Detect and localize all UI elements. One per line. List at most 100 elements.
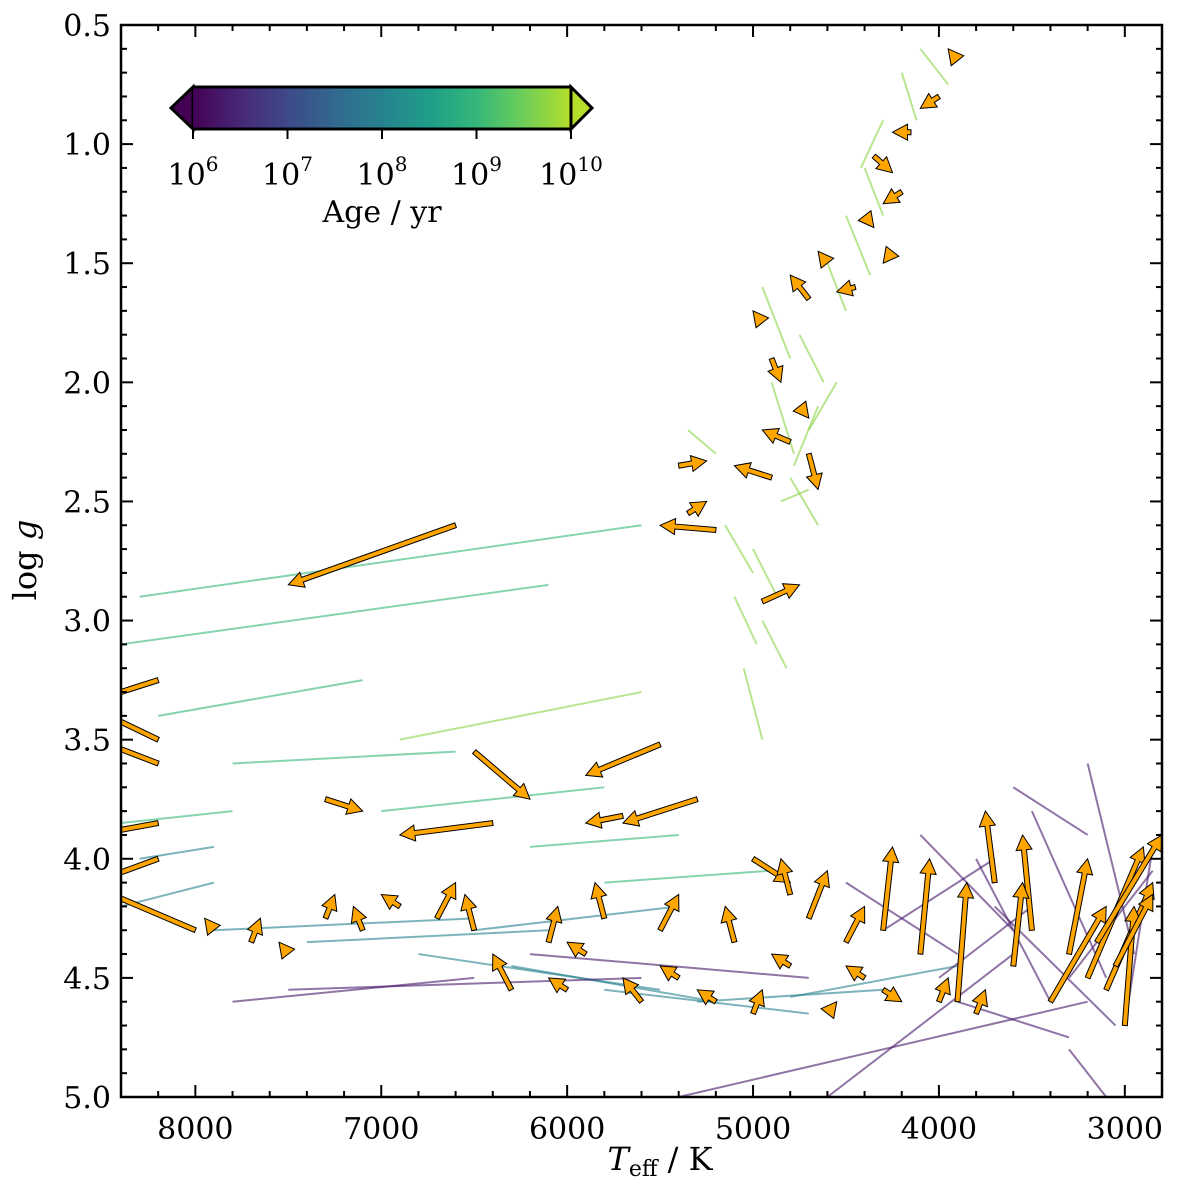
series-0-segment-5	[863, 167, 885, 216]
x-axis: 8000 7000 6000 5000 4000 3000	[120, 25, 1163, 1147]
arrow-37	[917, 857, 937, 955]
arrow-65	[971, 988, 988, 1016]
series-2-segment-5	[511, 964, 717, 1003]
x-axis-label: Teff / K	[607, 1140, 713, 1182]
series-2-segment-3	[306, 929, 549, 944]
arrow-10	[324, 796, 364, 815]
arrow-49	[776, 857, 794, 896]
arrow-7	[584, 741, 662, 778]
series-3-segment-9	[845, 881, 959, 955]
series-0-segment-8	[742, 667, 764, 740]
x-tick-label: 5000	[715, 1112, 791, 1147]
series-1-segment-0	[139, 524, 642, 598]
arrow-18	[733, 462, 774, 481]
series-0-segment-16	[780, 488, 810, 503]
arrow-62	[204, 917, 222, 937]
arrow-54	[492, 953, 515, 992]
series-3-segment-15	[826, 953, 1014, 1097]
series-3-segment-0	[1086, 763, 1136, 955]
series-0-segment-0	[789, 477, 819, 526]
arrow-32	[835, 279, 857, 297]
arrow-68	[547, 977, 570, 994]
colorbar-extend-low	[168, 83, 195, 133]
arrow-28	[891, 123, 912, 142]
series-1-segment-2	[158, 679, 363, 717]
series-1-segment-3	[232, 750, 456, 765]
y-tick-label: 1.5	[63, 247, 111, 282]
colorbar-tick-label: 108	[357, 152, 408, 193]
series-0-segment-19	[761, 620, 788, 669]
series-0-segment-9	[687, 429, 717, 455]
y-tick-label: 0.5	[63, 9, 111, 44]
series-1-segment-5	[529, 833, 679, 848]
arrow-17	[685, 500, 708, 518]
series-0-segment-7	[733, 596, 758, 645]
arrow-58	[350, 905, 368, 932]
arrow-9	[398, 820, 494, 842]
arrow-2	[121, 718, 160, 743]
series-3-segment-13	[232, 976, 475, 1003]
y-tick-label: 3.0	[63, 605, 111, 640]
series-0-segment-3	[798, 334, 825, 383]
arrow-69	[748, 988, 765, 1016]
arrow-55	[460, 893, 478, 932]
series-0-segment-12	[859, 119, 885, 169]
arrow-8	[471, 748, 531, 800]
colorbar-gradient	[193, 87, 571, 129]
arrow-1	[121, 677, 160, 696]
colorbar-extend-high	[569, 83, 595, 133]
arrow-70	[820, 1000, 838, 1020]
x-tick-label: 3000	[1087, 1112, 1163, 1147]
arrow-33	[882, 245, 900, 265]
arrow-4	[121, 820, 160, 833]
series-3-segment-14	[678, 1000, 1088, 1097]
series-1-segment-7	[121, 810, 233, 825]
y-tick-label: 4.0	[63, 843, 111, 878]
arrow-56	[434, 881, 457, 921]
y-axis-label: log g	[6, 520, 44, 601]
series-2-segment-8	[790, 964, 958, 998]
arrow-48	[805, 869, 830, 920]
arrow-15	[659, 517, 717, 536]
series-0-segment-6	[900, 72, 918, 121]
x-tick-label: 4000	[901, 1112, 977, 1147]
series-1-segment-1	[121, 583, 549, 646]
series-0-segment-15	[399, 691, 642, 741]
x-tick-label: 8000	[157, 1112, 233, 1147]
arrow-6	[121, 895, 197, 934]
series-0-segment-1	[770, 382, 795, 455]
series-0-segment-4	[826, 262, 847, 312]
arrow-39	[954, 881, 975, 1003]
series-0-segment-18	[845, 215, 872, 276]
arrow-53	[545, 905, 563, 944]
series-3-segment-16	[1068, 1048, 1108, 1097]
colorbar-tick-label: 1010	[539, 152, 603, 193]
y-tick-label: 3.5	[63, 724, 111, 759]
arrow-27	[882, 187, 904, 205]
arrow-57	[380, 893, 402, 911]
series-3-segment-17	[288, 976, 642, 991]
arrow-40	[1010, 881, 1030, 967]
series-1-segment-6	[604, 869, 772, 884]
arrow-11	[621, 796, 699, 827]
arrow-63	[881, 985, 903, 1003]
arrow-50	[720, 905, 738, 944]
x-tick-label: 6000	[529, 1112, 605, 1147]
series-0-segment-10	[807, 381, 838, 431]
arrow-23	[752, 310, 770, 329]
arrow-67	[622, 977, 645, 1004]
arrow-30	[947, 47, 965, 67]
arrow-26	[857, 209, 875, 229]
arrow-74	[845, 965, 867, 982]
arrow-44	[1094, 834, 1162, 945]
arrow-47	[843, 905, 866, 944]
arrow-60	[278, 941, 296, 960]
arrow-16	[677, 454, 708, 473]
arrow-3	[121, 746, 160, 767]
series-3-segment-12	[529, 953, 809, 979]
arrow-52	[590, 881, 608, 920]
series-2-segment-4	[418, 953, 661, 991]
arrow-45	[1047, 905, 1107, 1004]
arrow-61	[246, 917, 263, 944]
arrow-25	[817, 250, 835, 270]
